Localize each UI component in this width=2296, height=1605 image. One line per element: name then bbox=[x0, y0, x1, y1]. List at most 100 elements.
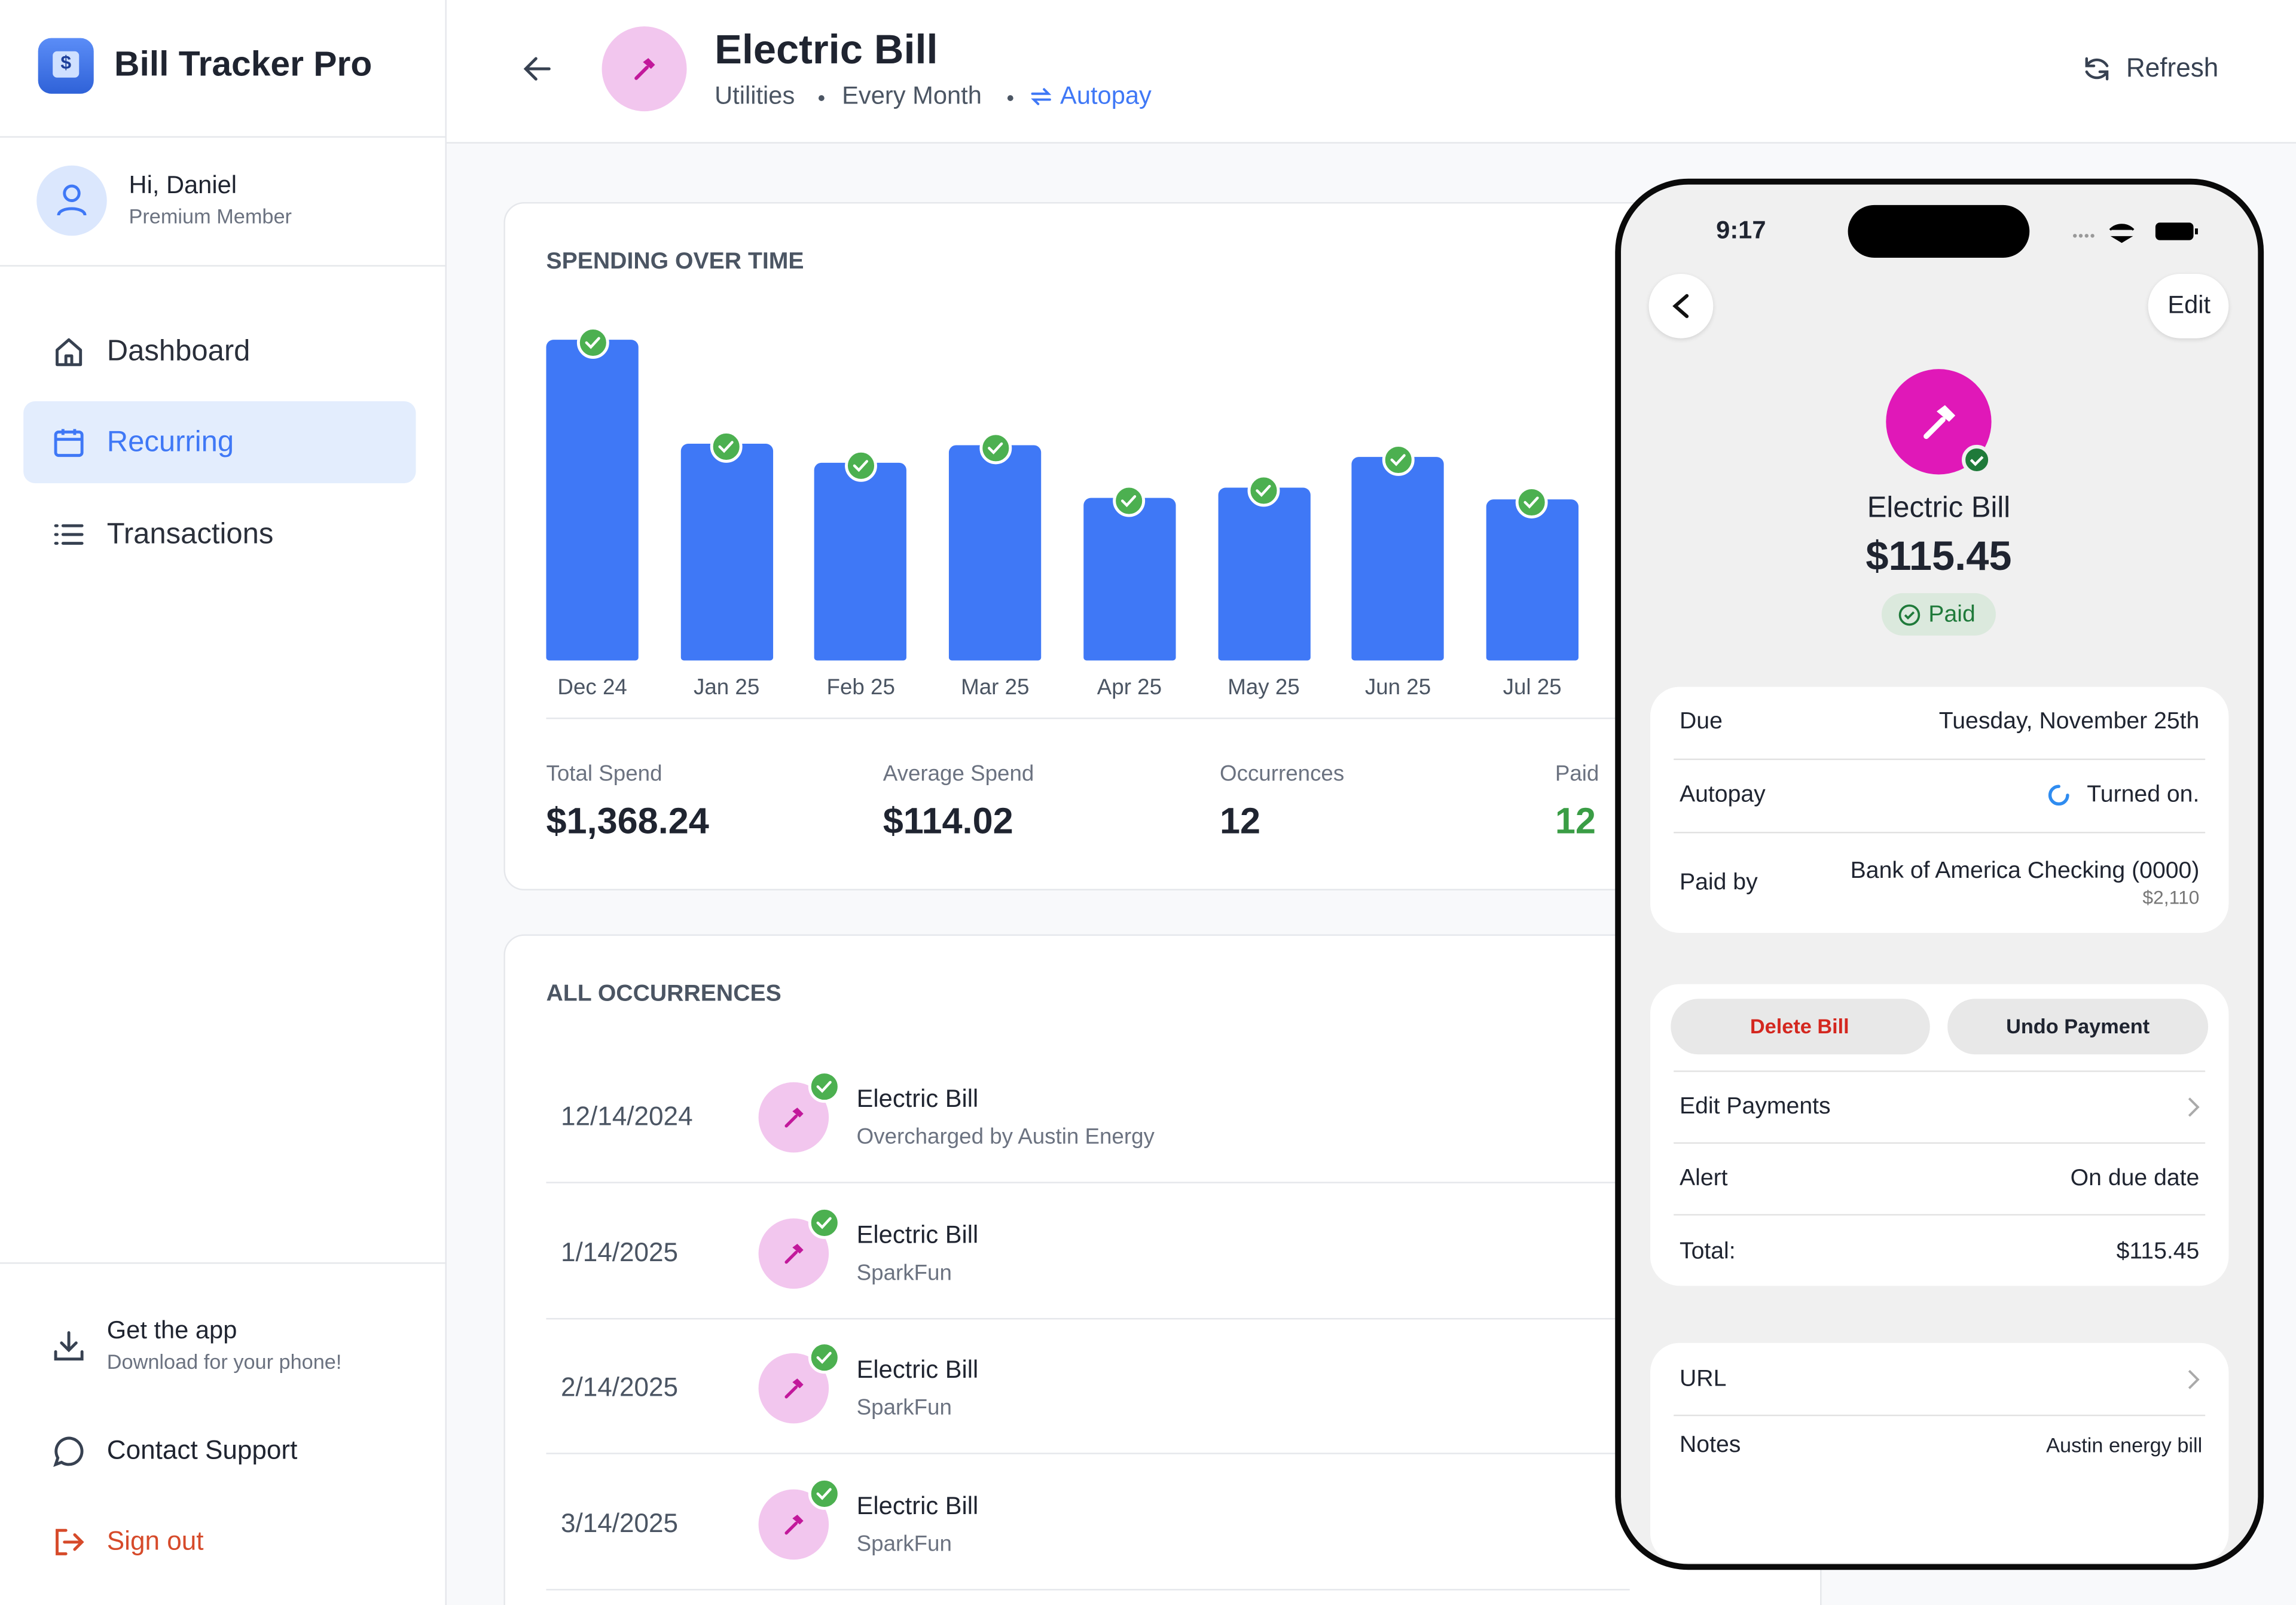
bar bbox=[1486, 499, 1578, 661]
stat-label: Paid bbox=[1555, 761, 1599, 787]
occurrence-note: SparkFun bbox=[856, 1260, 952, 1286]
occurrence-date: 1/14/2025 bbox=[560, 1237, 679, 1267]
row-label: Autopay bbox=[1679, 782, 1766, 808]
occurrence-date: 2/14/2025 bbox=[560, 1373, 679, 1403]
occurrence-date: 3/14/2025 bbox=[560, 1509, 679, 1539]
phone-bill-name: Electric Bill bbox=[1867, 492, 2011, 524]
phone-back[interactable] bbox=[1648, 273, 1714, 338]
greeting: Hi, Daniel bbox=[129, 171, 237, 199]
refresh-icon bbox=[2085, 57, 2109, 81]
nav-icon bbox=[54, 429, 84, 457]
paid-status: Paid bbox=[1928, 602, 1976, 628]
status-time: 9:17 bbox=[1716, 216, 1766, 245]
delete-button[interactable] bbox=[1671, 999, 1930, 1055]
refresh-button[interactable]: Refresh bbox=[2126, 53, 2219, 83]
bill-icon bbox=[784, 1515, 804, 1535]
phone-edit[interactable] bbox=[2148, 273, 2229, 338]
info-group bbox=[1650, 1342, 2229, 1563]
occurrence-name[interactable]: Electric Bill bbox=[856, 1356, 979, 1384]
bar bbox=[546, 340, 639, 661]
stat-label: Total Spend bbox=[546, 761, 662, 787]
nav-active bbox=[23, 401, 416, 484]
check-badge bbox=[1113, 484, 1146, 517]
details-group bbox=[1650, 686, 2229, 933]
nav-icon bbox=[54, 524, 84, 545]
x-tick-label: Jul 25 bbox=[1503, 675, 1562, 700]
occurrence-note: SparkFun bbox=[856, 1396, 952, 1421]
avatar-icon bbox=[57, 184, 87, 216]
get-app-sub: Download for your phone! bbox=[106, 1349, 342, 1374]
check-badge bbox=[576, 327, 609, 359]
row-value: On due date bbox=[2070, 1166, 2200, 1192]
divider bbox=[0, 136, 447, 138]
phone-amount: $115.45 bbox=[1866, 533, 2012, 579]
row-label: Total: bbox=[1679, 1239, 1736, 1265]
autopay-badge: Autopay bbox=[1060, 81, 1152, 110]
stat-value: 12 bbox=[1220, 801, 1261, 843]
bill-icon bbox=[784, 1379, 804, 1399]
url-row[interactable]: URL bbox=[1679, 1366, 1727, 1392]
chevron-left bbox=[1672, 294, 1689, 318]
sign-out[interactable]: Sign out bbox=[106, 1526, 204, 1556]
app-name: Bill Tracker Pro bbox=[114, 44, 373, 85]
undo-button[interactable] bbox=[1947, 999, 2209, 1055]
check-badge bbox=[710, 429, 743, 462]
divider bbox=[546, 718, 1630, 719]
occurrence-name[interactable]: Electric Bill bbox=[856, 1085, 979, 1113]
get-app[interactable]: Get the app bbox=[106, 1316, 237, 1344]
bill-icon bbox=[634, 58, 655, 80]
nav-item[interactable]: Dashboard bbox=[106, 335, 251, 368]
check-badge bbox=[979, 431, 1012, 464]
divider bbox=[546, 1317, 1630, 1319]
bar bbox=[949, 444, 1042, 661]
check-badge bbox=[1247, 475, 1280, 508]
bill-icon bbox=[784, 1243, 804, 1264]
category: Utilities bbox=[715, 81, 795, 110]
bar bbox=[680, 443, 773, 661]
contact-support[interactable]: Contact Support bbox=[106, 1435, 298, 1465]
signout-icon bbox=[56, 1528, 84, 1555]
stat-label: Average Spend bbox=[883, 761, 1034, 787]
delete-bill[interactable]: Delete Bill bbox=[1750, 1014, 1849, 1038]
section-title: ALL OCCURRENCES bbox=[546, 981, 781, 1007]
x-tick-label: Jan 25 bbox=[693, 675, 760, 700]
row-label: Notes bbox=[1679, 1433, 1741, 1458]
x-tick-label: Dec 24 bbox=[557, 675, 627, 700]
nav-item[interactable]: Transactions bbox=[106, 518, 274, 551]
row-value: Turned on. bbox=[2087, 782, 2200, 808]
spinner bbox=[2048, 785, 2069, 806]
frequency: Every Month bbox=[842, 81, 982, 110]
occurrence-note: SparkFun bbox=[856, 1531, 952, 1557]
check-badge bbox=[1382, 444, 1414, 477]
x-tick-label: Jun 25 bbox=[1364, 675, 1431, 700]
dynamic-island bbox=[1848, 205, 2030, 258]
back-arrow bbox=[523, 57, 551, 81]
dot bbox=[818, 95, 825, 101]
nav-item[interactable]: Recurring bbox=[106, 426, 234, 459]
x-tick-label: Apr 25 bbox=[1097, 675, 1162, 700]
row-label: Paid by bbox=[1679, 870, 1758, 896]
edit-payments[interactable]: Edit Payments bbox=[1679, 1094, 1831, 1120]
x-tick-label: Mar 25 bbox=[961, 675, 1030, 700]
chart-title: SPENDING OVER TIME bbox=[546, 249, 804, 274]
row-label: Alert bbox=[1679, 1166, 1728, 1192]
bar bbox=[1351, 457, 1445, 661]
undo-payment[interactable]: Undo Payment bbox=[2006, 1014, 2150, 1038]
occurrence-name[interactable]: Electric Bill bbox=[856, 1220, 979, 1249]
occurrence-name[interactable]: Electric Bill bbox=[856, 1492, 979, 1520]
svg-text:$: $ bbox=[60, 51, 71, 73]
row-value: Austin energy bill bbox=[2046, 1433, 2203, 1457]
divider bbox=[1674, 1414, 2206, 1417]
status-icons bbox=[2073, 222, 2198, 243]
x-tick-label: Feb 25 bbox=[826, 675, 895, 700]
edit-button[interactable]: Edit bbox=[2167, 291, 2211, 319]
divider bbox=[1674, 1214, 2206, 1216]
occurrence-date: 12/14/2024 bbox=[560, 1101, 693, 1131]
header bbox=[446, 0, 2296, 144]
stat-value: 12 bbox=[1555, 801, 1596, 843]
sidebar bbox=[0, 0, 447, 1605]
download-icon bbox=[54, 1331, 84, 1361]
check-badge bbox=[808, 1478, 841, 1511]
check-badge bbox=[1516, 486, 1549, 518]
